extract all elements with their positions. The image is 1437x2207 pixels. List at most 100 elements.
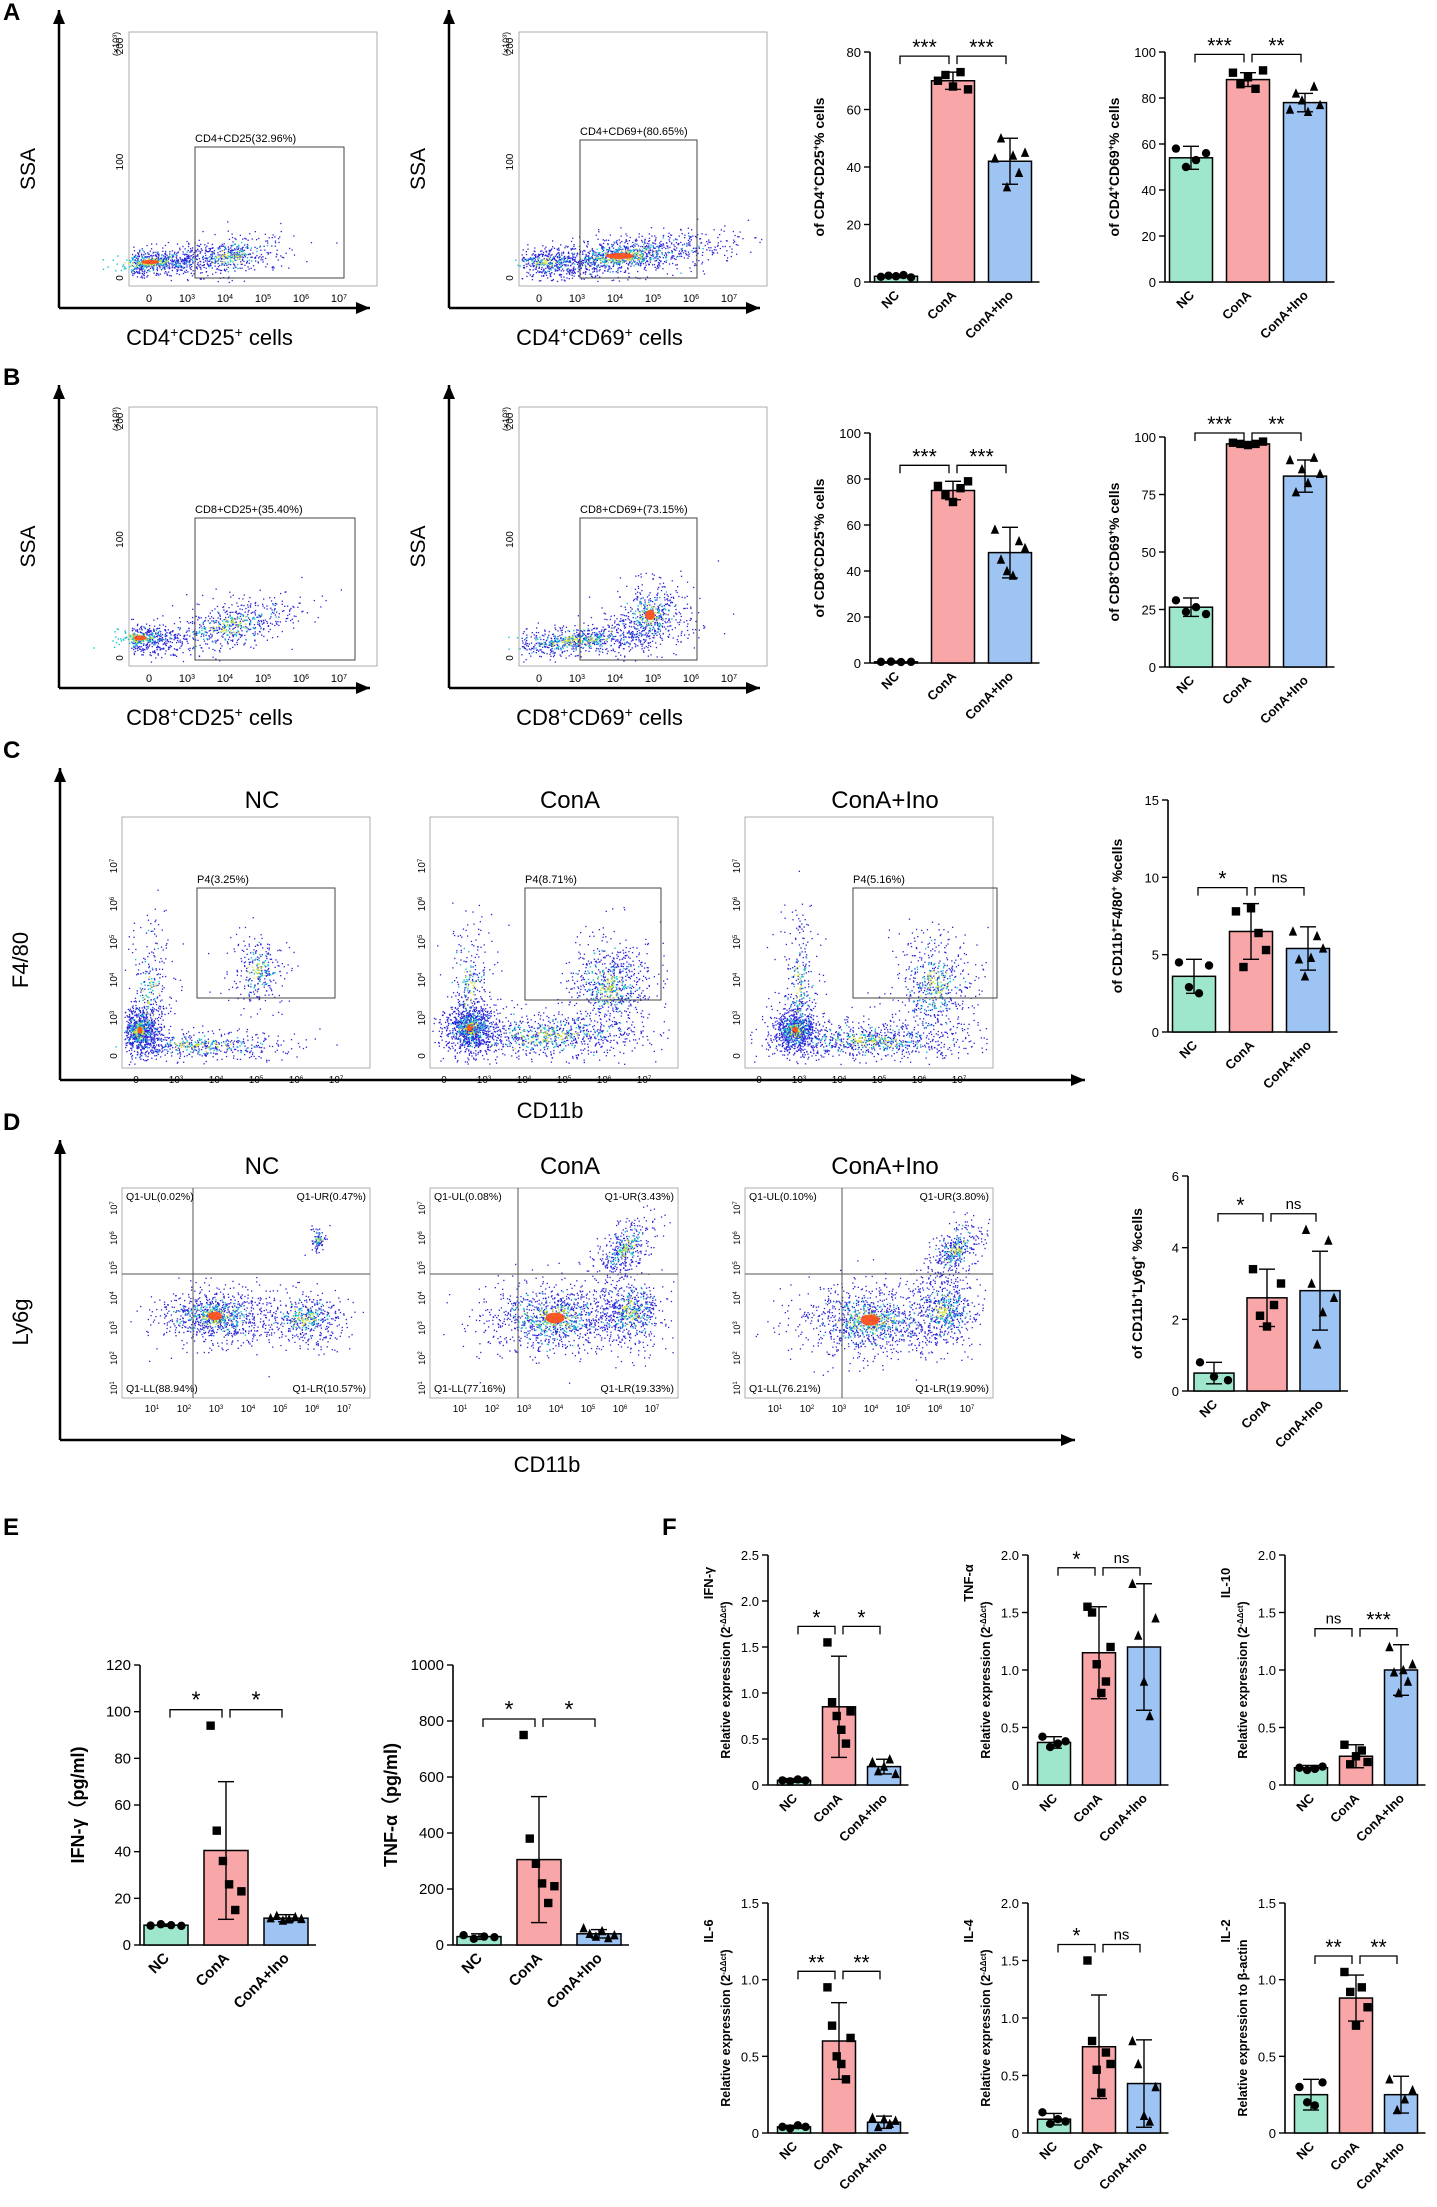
cell-dot	[556, 260, 558, 262]
cell-dot	[276, 249, 278, 251]
cell-dot-dense	[158, 259, 160, 261]
cell-dot-dense	[530, 257, 532, 259]
cell-dot	[599, 269, 601, 271]
cell-dot	[533, 250, 535, 252]
cell-dot-dense	[642, 249, 644, 251]
cell-dot-dense	[165, 261, 167, 264]
cell-dot	[186, 256, 188, 258]
cell-dot-dense	[557, 262, 560, 265]
cell-dot	[239, 620, 241, 622]
cell-dot	[179, 647, 181, 649]
cell-dot	[631, 245, 633, 247]
cell-dot	[179, 262, 181, 264]
cell-dot	[611, 252, 614, 254]
cell-dot	[671, 602, 674, 604]
cell-dot	[658, 633, 661, 635]
cell-dot-dense	[555, 261, 557, 263]
cell-dot	[557, 638, 559, 640]
cell-dot	[599, 254, 601, 256]
cell-dot-dense	[146, 252, 149, 255]
cell-dot	[660, 616, 662, 619]
cell-dot	[140, 628, 143, 630]
cell-dot	[527, 260, 529, 262]
cell-dot	[660, 589, 663, 592]
cell-dot	[142, 648, 144, 650]
cell-dot	[564, 280, 566, 282]
cell-dot	[193, 251, 195, 254]
cell-dot	[642, 643, 644, 645]
cell-dot	[231, 619, 233, 622]
cell-dot	[521, 278, 523, 280]
cell-dot-dense	[149, 264, 152, 266]
cell-dot	[662, 619, 664, 621]
cell-dot	[681, 233, 683, 235]
cell-dot	[238, 247, 240, 249]
cell-dot	[649, 248, 651, 250]
cell-dot	[656, 254, 658, 256]
cell-dot	[539, 655, 541, 657]
cell-dot	[200, 625, 202, 627]
cell-dot	[641, 258, 644, 260]
cell-dot-dense	[523, 260, 525, 262]
cell-dot	[656, 265, 659, 267]
cell-dot	[570, 257, 572, 259]
cell-dot	[243, 280, 246, 282]
cell-dot	[690, 618, 692, 620]
cell-dot	[593, 260, 595, 262]
cell-dot-dense	[139, 642, 142, 645]
cell-dot	[556, 248, 558, 250]
cell-dot-dense	[159, 639, 162, 641]
cell-dot	[136, 630, 138, 632]
text-span: 10	[179, 293, 191, 305]
cell-dot	[167, 256, 169, 258]
cell-dot-dense	[547, 257, 549, 260]
cell-dot	[579, 250, 582, 252]
cell-dot	[229, 628, 231, 630]
cell-dot-dense	[131, 257, 133, 259]
cell-dot	[247, 604, 249, 606]
cell-dot	[138, 648, 141, 650]
cell-dot-dense	[573, 639, 576, 641]
cell-dot	[619, 245, 621, 247]
cell-dot	[535, 260, 537, 263]
cell-dot	[666, 242, 668, 244]
cell-dot-dense	[218, 257, 220, 260]
x-tick-label: 0	[146, 293, 152, 305]
cell-dot	[603, 630, 605, 632]
cell-dot	[258, 624, 260, 627]
cell-dot	[182, 245, 184, 248]
cell-dot-dense	[229, 255, 231, 258]
cell-dot	[685, 252, 687, 255]
cell-dot	[563, 639, 565, 641]
cell-dot	[532, 269, 534, 271]
cell-dot-dense	[582, 641, 584, 643]
cell-dot-dense	[592, 637, 594, 640]
cell-dot	[576, 253, 578, 255]
cell-dot	[550, 249, 552, 251]
cell-dot	[251, 238, 253, 240]
cell-dot	[148, 269, 150, 271]
cell-dot	[170, 654, 172, 656]
cell-dot-dense	[229, 257, 232, 259]
cell-dot	[283, 257, 285, 259]
cell-dot-dense	[643, 243, 645, 246]
cell-dot	[550, 642, 552, 645]
cell-dot-dense	[632, 257, 634, 259]
cell-dot	[186, 254, 188, 256]
cell-dot	[616, 629, 618, 631]
cell-dot-dense	[161, 254, 163, 256]
cell-dot	[592, 250, 594, 252]
cell-dot	[595, 275, 597, 277]
cell-dot-dense	[254, 627, 256, 630]
cell-dot-dense	[152, 641, 154, 643]
cell-dot	[180, 266, 182, 268]
cell-dot	[182, 272, 185, 275]
cell-dot	[163, 260, 166, 263]
cell-dot	[234, 270, 236, 272]
cell-dot-dense	[540, 263, 542, 265]
cell-dot	[575, 260, 577, 263]
cell-dot	[232, 253, 234, 256]
cell-dot	[227, 616, 230, 618]
cell-dot-dense	[245, 254, 247, 256]
cell-dot	[656, 656, 658, 658]
